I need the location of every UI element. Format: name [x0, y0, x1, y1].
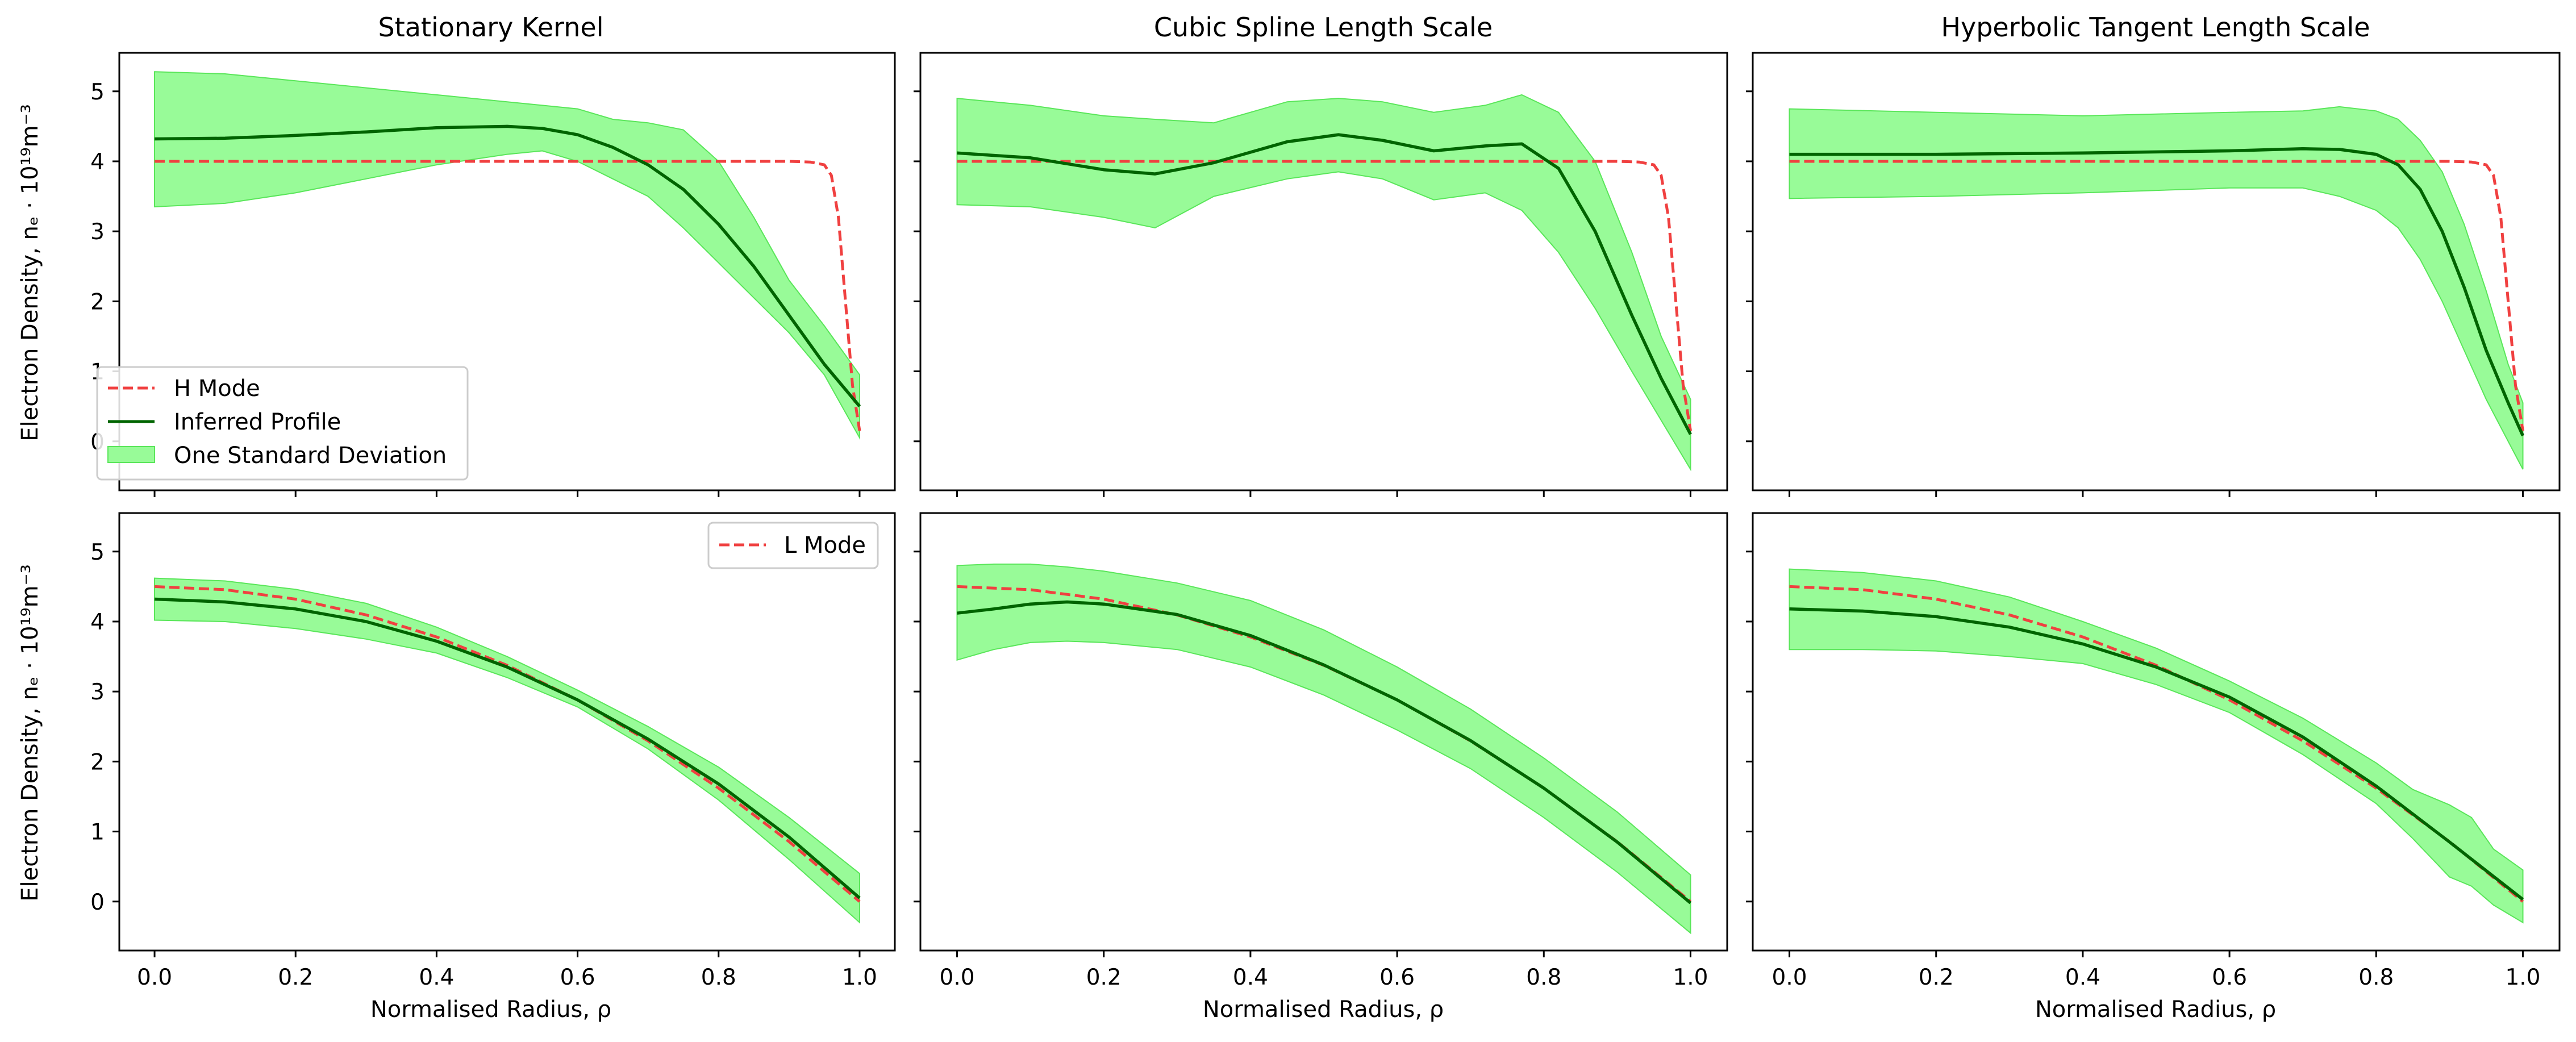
x-axis-label-middle: Normalised Radius, ρ: [1203, 997, 1444, 1023]
legend-frame-l-mode: [707, 522, 879, 569]
std-band-one-standard-deviation: [1789, 568, 2524, 924]
legend-frame: [96, 366, 469, 481]
y-tick-label: 4: [90, 149, 105, 175]
x-tick-label: 0.2: [278, 965, 313, 990]
panel-bottom-left: 0.0 0.2 0.4 0.6 0.8 1.0 0 1 2 3 4 5: [90, 512, 896, 990]
std-band-one-standard-deviation: [1789, 106, 2524, 470]
y-axis-label-bottom: Electron Density, nₑ · 10¹⁹m⁻³: [17, 564, 43, 902]
axes-frame: [118, 512, 896, 952]
y-tick-label: 4: [90, 610, 105, 635]
panel-bottom-middle: 0.0 0.2 0.4 0.6 0.8 1.0: [914, 512, 1728, 990]
x-tick-label: 0.0: [940, 965, 975, 990]
y-axis-label-top: Electron Density, nₑ · 10¹⁹m⁻³: [17, 104, 43, 441]
axes-frame: [118, 52, 896, 491]
x-tick-label: 0.6: [2212, 965, 2247, 990]
legend-label-l-mode: L Mode: [784, 532, 866, 558]
x-tick-label: 0.4: [419, 965, 454, 990]
series-line-h-mode: [1789, 160, 2524, 431]
series-line-inferred-profile: [154, 597, 861, 899]
y-tick-label: 1: [90, 820, 105, 845]
x-tick-label: 0.2: [1919, 965, 1954, 990]
x-tick-label: 0.6: [560, 965, 595, 990]
series-line-inferred-profile: [957, 133, 1692, 435]
panel-title-stationary-kernel: Stationary Kernel: [378, 12, 604, 43]
legend-label-h-mode: H Mode: [174, 376, 260, 402]
series-line-l-mode: [154, 585, 861, 903]
legend-swatch-std-band: [107, 446, 155, 463]
axes-frame: [919, 52, 1728, 491]
legend-l-mode: L Mode: [707, 522, 879, 569]
plot-area: [154, 577, 861, 924]
series-line-h-mode: [957, 160, 1692, 431]
series-line-inferred-profile: [154, 124, 861, 407]
x-tick-label: 0.8: [2358, 965, 2394, 990]
series-line-inferred-profile: [1789, 607, 2524, 901]
plot-area: [1789, 106, 2525, 470]
axes-frame: [919, 512, 1728, 952]
std-band-one-standard-deviation: [154, 577, 860, 924]
series-line-l-mode: [1789, 585, 2524, 903]
x-tick-label: 1.0: [842, 965, 877, 990]
x-tick-label: 1.0: [2505, 965, 2540, 990]
legend-label-std-band: One Standard Deviation: [174, 443, 447, 469]
plot-area: [1789, 568, 2524, 924]
x-tick-label: 0.0: [137, 965, 172, 990]
panel-title-cubic-spline: Cubic Spline Length Scale: [1154, 12, 1493, 43]
x-axis-label-right: Normalised Radius, ρ: [2035, 997, 2276, 1023]
legend-h-mode: H Mode Inferred Profile One Standard Dev…: [96, 366, 469, 481]
plot-area: [956, 94, 1692, 472]
x-tick-label: 0.8: [1526, 965, 1561, 990]
panel-top-right: [1746, 52, 2561, 497]
axes-frame: [1752, 512, 2561, 952]
panel-bottom-right: 0.0 0.2 0.4 0.6 0.8 1.0: [1746, 512, 2561, 990]
x-tick-label: 0.2: [1086, 965, 1122, 990]
std-band-one-standard-deviation: [956, 563, 1691, 935]
std-band-one-standard-deviation: [956, 94, 1691, 472]
x-tick-label: 0.8: [701, 965, 736, 990]
panel-top-middle: [914, 52, 1728, 497]
legend-label-inferred-profile: Inferred Profile: [174, 409, 341, 435]
series-line-h-mode: [155, 160, 861, 431]
y-tick-label: 5: [90, 80, 105, 105]
series-line-inferred-profile: [1789, 147, 2525, 437]
y-tick-label: 2: [90, 749, 105, 775]
y-tick-label: 3: [90, 680, 105, 705]
y-tick-label: 3: [90, 219, 105, 245]
series-line-inferred-profile: [957, 600, 1692, 905]
y-tick-label: 2: [90, 289, 105, 315]
plot-area: [956, 563, 1692, 935]
x-tick-label: 0.4: [2065, 965, 2100, 990]
y-tick-label: 5: [90, 540, 105, 565]
x-tick-label: 0.6: [1379, 965, 1415, 990]
x-tick-label: 1.0: [1673, 965, 1708, 990]
x-axis-label-left: Normalised Radius, ρ: [370, 997, 611, 1023]
x-tick-label: 0.4: [1233, 965, 1268, 990]
x-tick-label: 0.0: [1772, 965, 1807, 990]
panel-title-hyperbolic-tangent: Hyperbolic Tangent Length Scale: [1941, 12, 2370, 43]
y-tick-label: 0: [90, 890, 105, 915]
axes-frame: [1752, 52, 2561, 491]
plot-area: [154, 71, 861, 440]
